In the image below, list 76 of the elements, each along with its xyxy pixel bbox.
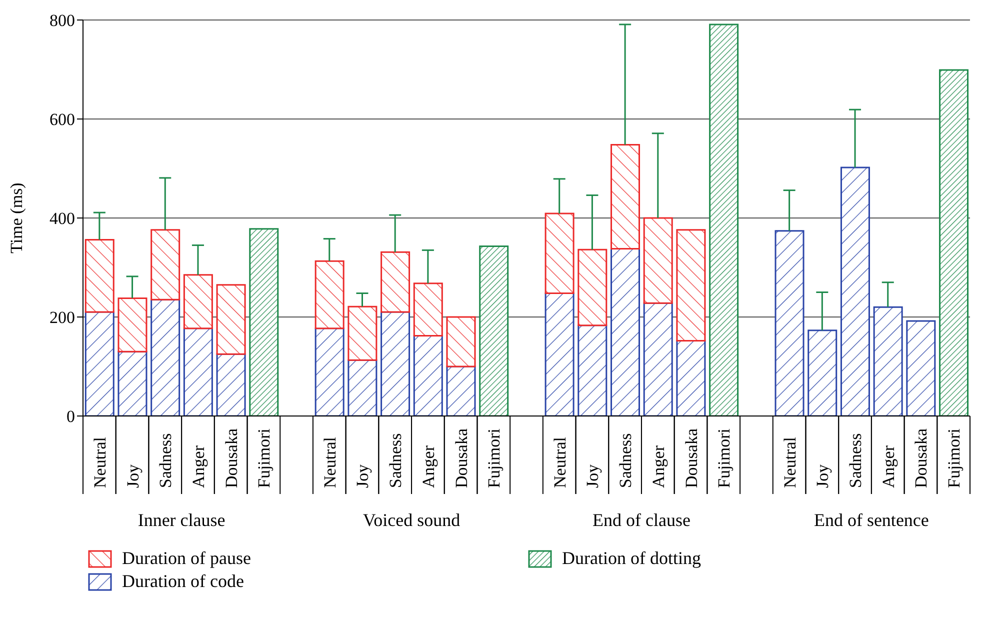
bar [906, 320, 936, 416]
x-tick-label: Sadness [846, 433, 866, 488]
x-tick-label: Neutral [90, 436, 110, 488]
x-tick-label: Dousaka [452, 428, 471, 488]
x-tick-label: Sadness [156, 433, 176, 488]
x-tick-label: Joy [813, 464, 832, 488]
bar [150, 229, 180, 300]
x-tick-label: Dousaka [912, 428, 931, 488]
bar [413, 335, 443, 416]
legend-label: Duration of pause [122, 548, 251, 569]
x-tick-label: Fujimori [254, 428, 274, 488]
bar [544, 212, 574, 294]
bar [380, 251, 410, 313]
bar [544, 292, 574, 416]
bar [348, 359, 378, 416]
bar [216, 284, 246, 355]
x-tick-label: Fujimori [484, 428, 504, 488]
bar [643, 302, 673, 416]
bar [118, 350, 148, 416]
bar [873, 306, 903, 416]
bar [348, 306, 378, 361]
x-tick-label: Sadness [386, 433, 406, 488]
bar [676, 229, 706, 342]
y-tick-label: 600 [50, 110, 75, 130]
y-tick-label: 400 [50, 209, 75, 228]
x-tick-label: Anger [418, 445, 438, 488]
bar [446, 366, 476, 416]
x-tick-label: Joy [583, 464, 602, 488]
x-tick-label: Sadness [616, 433, 636, 488]
bar [150, 298, 180, 416]
bar [676, 340, 706, 416]
bar [610, 248, 640, 416]
bar [479, 245, 509, 416]
bar [840, 166, 870, 416]
x-tick-label: Dousaka [222, 428, 241, 488]
text: Inner clause [138, 510, 226, 530]
bar [84, 239, 114, 313]
y-tick-label: 0 [66, 407, 75, 426]
bar [709, 24, 739, 416]
y-tick-label: 800 [50, 11, 75, 30]
bar [808, 330, 838, 416]
text: End of sentence [814, 510, 929, 530]
x-tick-label: Anger [188, 445, 208, 488]
text: Voiced sound [362, 510, 460, 530]
bar [610, 144, 640, 250]
bar [774, 230, 804, 416]
bar [314, 260, 344, 330]
legend-label: Duration of code [122, 571, 244, 592]
bar [314, 328, 344, 416]
bar [643, 217, 673, 304]
bar [413, 282, 443, 337]
bar [216, 353, 246, 416]
x-tick-label: Joy [123, 464, 142, 488]
x-tick-label: Fujimori [714, 428, 734, 488]
legend-label: Duration of dotting [562, 548, 701, 569]
text: End of clause [592, 510, 690, 530]
x-tick-label: Neutral [550, 436, 570, 488]
y-tick-label: 200 [50, 308, 75, 328]
x-tick-label: Neutral [780, 436, 800, 488]
bar [578, 248, 608, 326]
bar [578, 324, 608, 416]
x-tick-label: Dousaka [682, 428, 701, 488]
x-tick-label: Fujimori [944, 428, 964, 488]
bar [446, 316, 476, 368]
bar [118, 297, 148, 352]
bar [380, 311, 410, 416]
y-axis-title: Time (ms) [7, 182, 26, 254]
x-tick-label: Anger [878, 445, 898, 488]
bar [183, 328, 213, 416]
x-tick-label: Neutral [320, 436, 340, 488]
x-tick-label: Anger [648, 445, 668, 488]
bar [84, 311, 114, 416]
bar [249, 228, 279, 416]
bar [939, 69, 969, 416]
bar [183, 274, 213, 330]
x-tick-label: Joy [353, 464, 372, 488]
